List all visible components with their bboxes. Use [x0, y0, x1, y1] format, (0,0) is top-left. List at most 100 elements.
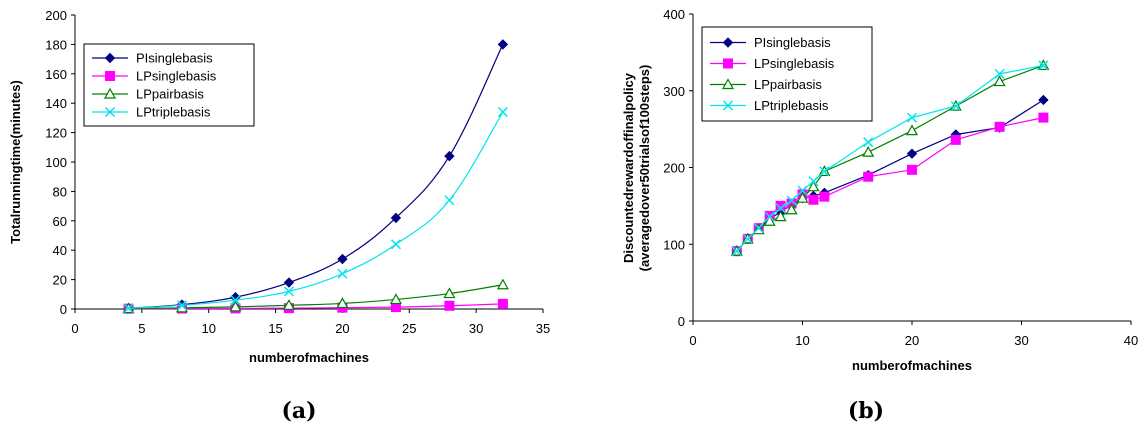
diamond-marker [722, 37, 734, 48]
x-marker [994, 68, 1005, 79]
legend-item: LPpairbasis [710, 77, 822, 92]
y-tick-label: 40 [53, 243, 67, 258]
triangle-marker [796, 191, 809, 203]
y-tick-label: 100 [45, 155, 67, 170]
x-marker [123, 303, 134, 314]
chart-panel-b: 0 100 200 300 400 0 10 20 30 40 numberofmachines Di… [621, 7, 1138, 424]
y-axis-label-line2: (averagedover50trialsof100steps) [637, 65, 652, 272]
triangle-marker [496, 278, 509, 290]
triangle-marker [721, 78, 735, 90]
series-LPtriplebasis [123, 106, 508, 314]
triangle-marker [993, 75, 1006, 87]
diamond-marker [337, 253, 348, 265]
x-marker [786, 195, 797, 206]
y-tick-label: 20 [53, 273, 67, 288]
diamond-marker [283, 277, 295, 288]
square-marker [497, 298, 508, 309]
x-marker [797, 185, 808, 196]
x-marker [950, 101, 961, 112]
y-tick-label: 60 [53, 214, 67, 229]
legend-label: PIsinglebasis [136, 51, 213, 66]
triangle-marker [229, 300, 242, 312]
y-tick-label: 200 [663, 161, 685, 176]
legend-item: LPpairbasis [92, 87, 204, 102]
triangle-marker [443, 287, 456, 299]
x-marker [283, 286, 294, 297]
x-marker [230, 295, 241, 306]
square-marker [723, 58, 733, 69]
legend-item: LPtriplebasis [92, 105, 211, 120]
x-tick-label: 40 [1124, 333, 1138, 348]
series-line [128, 284, 503, 310]
legend-label: LPpairbasis [754, 77, 822, 92]
series-line [128, 111, 504, 309]
y-tick-label: 180 [45, 37, 67, 52]
legend: PIsinglebasis LPsinglebasis LPpairbasis LPt… [83, 43, 255, 127]
square-marker [444, 300, 455, 311]
x-marker [742, 233, 753, 244]
x-tick-label: 25 [402, 321, 416, 336]
diamond-marker [1038, 94, 1049, 106]
legend-item: LPsinglebasis [92, 69, 217, 84]
panel-label: (a) [281, 398, 316, 424]
series-LPpairbasis [122, 278, 509, 314]
x-tick-label: 0 [71, 321, 78, 336]
x-marker [808, 176, 819, 187]
diamond-marker [390, 212, 402, 224]
x-tick-label: 0 [689, 333, 696, 348]
x-tick-label: 30 [1014, 333, 1028, 348]
legend-label: LPtriplebasis [754, 98, 829, 113]
triangle-marker [774, 210, 787, 222]
y-tick-label: 160 [45, 67, 67, 82]
series-line [736, 117, 1044, 252]
x-marker [1038, 60, 1049, 71]
y-tick-label: 0 [60, 302, 67, 317]
legend: PIsinglebasis LPsinglebasis LPpairbasis LPt… [701, 26, 873, 122]
x-tick-label: 30 [469, 321, 483, 336]
x-marker [906, 112, 918, 123]
triangle-marker [763, 214, 776, 226]
diamond-marker [906, 148, 918, 159]
x-marker [764, 211, 775, 222]
x-marker [497, 106, 508, 118]
y-axis-label: Totalrunningtime(minutes) [8, 80, 23, 244]
triangle-marker [785, 203, 798, 215]
square-marker [907, 164, 917, 175]
legend-label: PIsinglebasis [754, 35, 831, 50]
series-LPsinglebasis [731, 112, 1049, 257]
square-marker [950, 134, 961, 145]
x-tick-label: 10 [795, 333, 809, 348]
square-marker [994, 121, 1005, 132]
chart-panel-a: 0 20 40 60 80 100 120 140 160 180 200 0 5 10 15 20 25 30 3… [8, 8, 550, 424]
legend-item: PIsinglebasis [710, 35, 831, 50]
legend-item: PIsinglebasis [92, 51, 213, 66]
x-marker [753, 223, 764, 234]
y-tick-label: 140 [45, 96, 67, 111]
x-marker [863, 137, 874, 148]
legend-label: LPpairbasis [136, 87, 204, 102]
x-marker [819, 166, 830, 177]
triangle-marker [905, 124, 919, 136]
square-marker [808, 194, 819, 205]
y-tick-label: 100 [663, 237, 685, 252]
square-marker [819, 191, 830, 202]
triangle-marker [862, 145, 875, 157]
y-tick-label: 300 [663, 84, 685, 99]
x-marker [731, 246, 742, 257]
x-marker [444, 195, 455, 206]
x-tick-label: 35 [536, 321, 550, 336]
x-axis-label: numberofmachines [852, 358, 972, 373]
y-tick-label: 80 [53, 184, 67, 199]
triangle-marker [389, 293, 402, 305]
y-tick-label: 400 [663, 7, 685, 22]
y-tick-label: 200 [45, 8, 67, 23]
x-marker [104, 106, 116, 118]
diamond-marker [104, 52, 116, 64]
x-marker [390, 239, 401, 250]
x-marker [722, 100, 734, 111]
triangle-marker [103, 87, 117, 99]
y-axis-label: Discountedrewardoffinalpolicy [621, 72, 636, 263]
legend-label: LPsinglebasis [754, 56, 835, 71]
series-LPtriplebasis [731, 60, 1049, 257]
